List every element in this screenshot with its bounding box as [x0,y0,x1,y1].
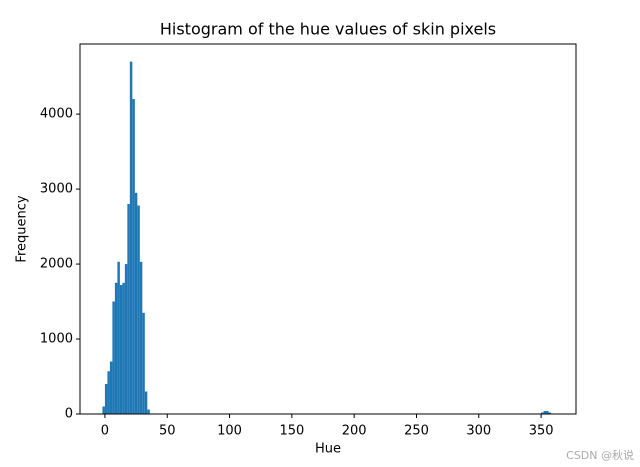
bar [543,411,547,414]
bar [124,264,128,414]
x-tick-label: 0 [101,424,109,439]
bar [102,406,105,414]
plot-frame [79,43,577,415]
bar [132,99,135,414]
y-tick-label: 2000 [40,257,73,272]
bar [129,61,133,414]
bar [548,412,552,414]
watermark: CSDN @秋说 [566,448,634,462]
x-tick-label: 150 [279,424,304,439]
bar [107,371,110,414]
bar [137,205,140,414]
y-axis-label: Frequency [15,195,30,262]
x-tick-label: 300 [466,424,491,439]
y-tick-label: 0 [65,407,73,422]
bar [546,411,549,414]
bar [109,361,113,414]
bar [112,301,115,414]
bar [117,261,120,414]
bar [119,285,123,414]
bar [114,282,118,414]
bar [142,312,145,414]
y-tick-label: 3000 [40,182,73,197]
bar [147,409,150,414]
y-tick-label: 1000 [40,332,73,347]
bar [122,282,125,414]
x-tick-label: 200 [342,424,367,439]
bar [144,391,148,414]
bar [127,204,130,414]
bar [139,261,143,414]
bar [134,192,138,414]
x-tick-label: 50 [159,424,176,439]
x-tick-label: 100 [217,424,242,439]
bar [104,384,108,414]
bar [541,412,544,414]
chart-title: Histogram of the hue values of skin pixe… [160,20,496,39]
x-axis-label: Hue [315,442,341,457]
x-tick-label: 350 [529,424,554,439]
x-tick-label: 250 [404,424,429,439]
y-tick-label: 4000 [40,107,73,122]
